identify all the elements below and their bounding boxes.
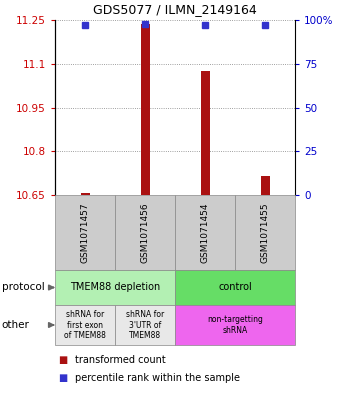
Text: GSM1071455: GSM1071455 <box>260 202 270 263</box>
Text: transformed count: transformed count <box>75 355 166 365</box>
Text: GSM1071456: GSM1071456 <box>140 202 150 263</box>
Text: GSM1071457: GSM1071457 <box>81 202 89 263</box>
Text: non-targetting
shRNA: non-targetting shRNA <box>207 315 263 335</box>
Bar <box>81 193 89 195</box>
Text: percentile rank within the sample: percentile rank within the sample <box>75 373 240 383</box>
Text: shRNA for
3'UTR of
TMEM88: shRNA for 3'UTR of TMEM88 <box>126 310 164 340</box>
Text: TMEM88 depletion: TMEM88 depletion <box>70 283 160 292</box>
Text: other: other <box>2 320 30 330</box>
Bar <box>201 71 209 195</box>
Text: protocol: protocol <box>2 283 45 292</box>
Bar <box>260 176 270 195</box>
Text: ■: ■ <box>58 373 68 383</box>
Bar <box>140 24 150 195</box>
Title: GDS5077 / ILMN_2149164: GDS5077 / ILMN_2149164 <box>93 3 257 16</box>
Text: control: control <box>218 283 252 292</box>
Text: shRNA for
first exon
of TMEM88: shRNA for first exon of TMEM88 <box>64 310 106 340</box>
Text: GSM1071454: GSM1071454 <box>201 202 209 263</box>
Text: ■: ■ <box>58 355 68 365</box>
